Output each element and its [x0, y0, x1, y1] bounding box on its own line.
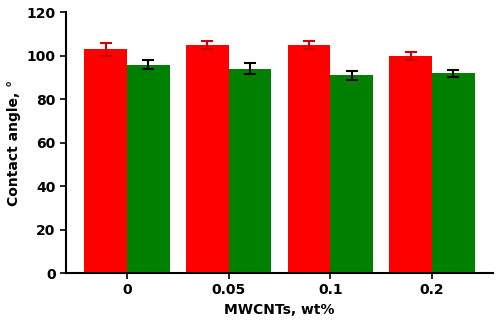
X-axis label: MWCNTs, wt%: MWCNTs, wt% — [224, 303, 335, 317]
Bar — [432, 73, 475, 273]
Bar — [288, 45, 331, 273]
Bar — [228, 69, 272, 273]
Bar — [186, 45, 228, 273]
Bar — [127, 64, 170, 273]
Bar — [390, 56, 432, 273]
Bar — [330, 75, 373, 273]
Bar — [84, 49, 127, 273]
Y-axis label: Contact angle, °: Contact angle, ° — [7, 80, 21, 206]
